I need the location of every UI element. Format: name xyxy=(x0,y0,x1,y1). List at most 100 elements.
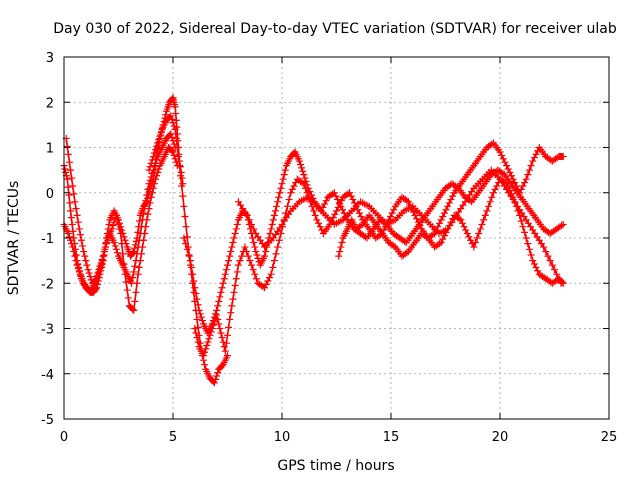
data-point xyxy=(132,257,140,265)
data-point-interp xyxy=(137,223,145,231)
data-point-interp xyxy=(207,328,215,336)
data-point-interp xyxy=(76,271,84,279)
data-point-interp xyxy=(247,220,255,228)
data-point xyxy=(411,211,419,219)
data-point-interp xyxy=(527,251,535,259)
data-point-interp xyxy=(506,168,514,176)
data-point xyxy=(69,243,77,251)
data-point-interp xyxy=(504,183,512,191)
data-point-interp xyxy=(299,167,307,175)
data-point-interp xyxy=(311,211,319,219)
data-point-interp xyxy=(416,222,424,230)
data-point-interp xyxy=(79,242,87,250)
data-point-interp xyxy=(440,232,448,240)
data-point-interp xyxy=(188,270,196,278)
data-point-interp xyxy=(243,248,251,256)
data-point xyxy=(176,162,184,170)
data-point-interp xyxy=(253,251,261,259)
data-point-interp xyxy=(111,242,119,250)
data-point-interp xyxy=(517,185,525,193)
data-point xyxy=(145,180,153,188)
data-point-interp xyxy=(336,248,344,256)
data-point xyxy=(97,261,105,269)
data-point xyxy=(559,220,567,228)
data-point-interp xyxy=(218,334,226,342)
data-point-interp xyxy=(168,133,176,141)
data-point-interp xyxy=(168,147,176,155)
data-point-interp xyxy=(82,257,90,265)
data-point xyxy=(152,175,160,183)
data-point-interp xyxy=(250,225,258,233)
data-point-interp xyxy=(436,240,444,248)
data-point-interp xyxy=(558,278,566,286)
data-point-interp xyxy=(74,265,82,273)
data-point-interp xyxy=(551,266,558,274)
data-point-interp xyxy=(403,249,411,257)
y-tick-label: 2 xyxy=(46,96,54,111)
data-point-interp xyxy=(318,226,326,234)
data-point xyxy=(346,189,354,197)
data-point-interp xyxy=(214,369,222,377)
data-point xyxy=(437,216,445,224)
data-point-interp xyxy=(525,245,533,253)
y-tick-label: 3 xyxy=(46,51,54,66)
data-point xyxy=(274,243,282,251)
data-point-interp xyxy=(498,151,506,159)
data-point-interp xyxy=(177,172,185,180)
data-point-interp xyxy=(69,182,77,190)
data-point xyxy=(193,315,201,323)
data-point-interp xyxy=(183,233,191,241)
data-point-interp xyxy=(113,249,121,257)
data-point xyxy=(134,270,142,278)
data-point xyxy=(269,216,277,224)
data-point xyxy=(226,252,234,260)
data-point-interp xyxy=(390,242,398,250)
data-point-interp xyxy=(131,244,139,252)
data-point-interp xyxy=(480,216,488,224)
data-point xyxy=(516,211,524,219)
data-point-interp xyxy=(270,257,278,265)
data-point xyxy=(167,112,175,120)
data-point-interp xyxy=(96,265,104,273)
data-point-interp xyxy=(133,250,141,258)
data-point-interp xyxy=(72,205,80,213)
data-point-interp xyxy=(191,297,199,305)
data-point xyxy=(73,261,81,269)
data-point-interp xyxy=(275,193,283,201)
data-point-interp xyxy=(511,198,519,206)
data-point-interp xyxy=(488,193,496,201)
data-point-interp xyxy=(467,236,475,244)
data-point-interp xyxy=(68,174,76,182)
data-point-interp xyxy=(70,248,78,256)
x-tick-label: 10 xyxy=(274,430,291,445)
data-point-interp xyxy=(468,240,476,248)
data-point-interp xyxy=(154,168,162,176)
data-point-interp xyxy=(116,225,124,233)
data-point-interp xyxy=(388,209,396,217)
data-point-interp xyxy=(153,172,161,180)
data-point xyxy=(108,225,116,233)
data-point xyxy=(516,189,524,197)
data-point xyxy=(529,157,537,165)
data-point xyxy=(112,211,120,219)
data-point-interp xyxy=(486,198,494,206)
data-point xyxy=(128,279,136,287)
data-point-interp xyxy=(138,216,146,224)
data-point-interp xyxy=(273,202,281,210)
data-point xyxy=(110,239,118,247)
data-point xyxy=(509,175,517,183)
data-point xyxy=(444,225,452,233)
data-point-interp xyxy=(449,192,457,200)
data-point xyxy=(261,284,269,292)
data-layer xyxy=(60,94,567,387)
data-point xyxy=(503,180,511,188)
data-point-interp xyxy=(112,245,120,253)
data-point xyxy=(141,202,149,210)
data-point-interp xyxy=(135,236,143,244)
data-point-interp xyxy=(447,218,455,226)
data-point xyxy=(300,171,308,179)
data-point xyxy=(278,180,286,188)
data-point-interp xyxy=(192,306,200,314)
data-point xyxy=(230,234,238,242)
data-point-interp xyxy=(315,219,323,227)
